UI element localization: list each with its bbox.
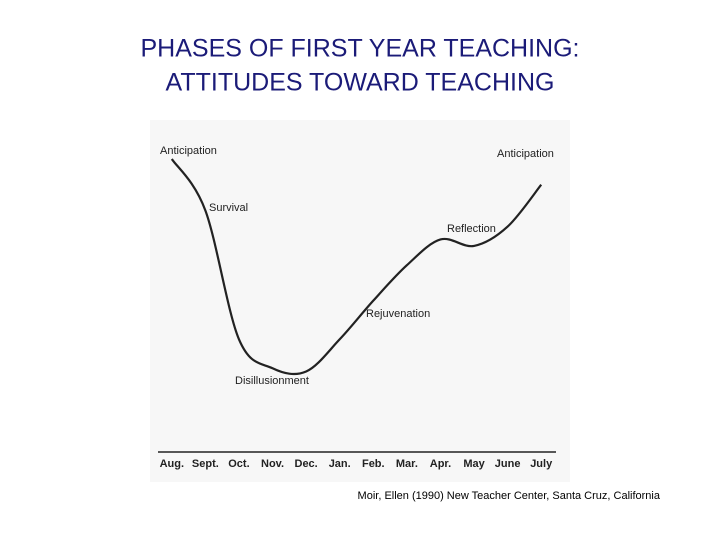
x-tick-label: Mar.	[396, 458, 418, 470]
x-tick-label: May	[463, 458, 485, 470]
x-tick-label: June	[495, 458, 521, 470]
phase-label: Anticipation	[160, 145, 217, 157]
phase-label: Survival	[209, 202, 248, 214]
x-tick-label: Nov.	[261, 458, 284, 470]
phase-label: Reflection	[447, 223, 496, 235]
title-line: PHASES OF FIRST YEAR TEACHING:	[141, 35, 580, 63]
source: Moir, Ellen (1990) New Teacher Center, S…	[358, 490, 661, 502]
phase-label: Anticipation	[497, 148, 554, 160]
phase-label: Disillusionment	[235, 375, 309, 387]
x-tick-label: Jan.	[329, 458, 351, 470]
x-tick-label: Feb.	[362, 458, 385, 470]
x-tick-label: Sept.	[192, 458, 219, 470]
x-tick-label: July	[530, 458, 553, 470]
title-line: ATTITUDES TOWARD TEACHING	[166, 69, 555, 97]
x-tick-label: Oct.	[228, 458, 249, 470]
x-tick-label: Apr.	[430, 458, 451, 470]
x-tick-label: Aug.	[160, 458, 184, 470]
attitude-curve	[170, 158, 543, 376]
phase-label: Rejuvenation	[366, 308, 430, 320]
x-tick-label: Dec.	[295, 458, 318, 470]
scan-background	[150, 120, 570, 482]
